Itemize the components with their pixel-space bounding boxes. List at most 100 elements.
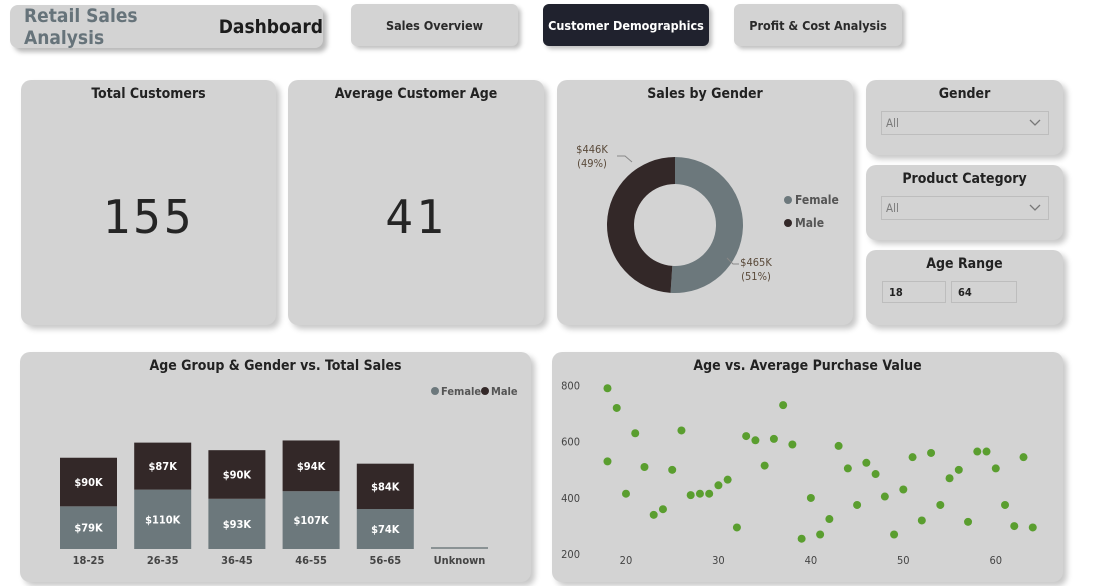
- scatter-point[interactable]: [1028, 523, 1037, 532]
- donut-slice-female[interactable]: [670, 157, 744, 293]
- x-tick-label: 56-65: [369, 554, 401, 567]
- scatter-point[interactable]: [806, 493, 815, 502]
- legend-female-label: Female: [795, 193, 839, 207]
- scatter-point[interactable]: [649, 510, 658, 519]
- scatter-point[interactable]: [732, 523, 741, 532]
- scatter-point[interactable]: [603, 457, 612, 466]
- bar-male-36-45[interactable]: [208, 450, 266, 499]
- scatter-point[interactable]: [917, 516, 926, 525]
- scatter-point[interactable]: [954, 465, 963, 474]
- scatter-point[interactable]: [936, 500, 945, 509]
- bar-male-46-55[interactable]: [282, 440, 340, 492]
- scatter-point[interactable]: [1001, 500, 1010, 509]
- scatter-point[interactable]: [890, 530, 899, 539]
- legend-male-label: Male: [795, 216, 824, 230]
- sales-by-gender-card: Sales by Gender $446K (49%) $465K (51%) …: [557, 80, 853, 325]
- scatter-point[interactable]: [686, 491, 695, 500]
- donut-slice-male[interactable]: [607, 157, 675, 293]
- scatter-point[interactable]: [945, 474, 954, 483]
- x-tick-label: 36-45: [221, 554, 253, 567]
- scatter-point[interactable]: [1019, 453, 1028, 462]
- x-tick-label: 60: [989, 554, 1002, 567]
- scatter-point[interactable]: [834, 441, 843, 450]
- product-category-dropdown-value: All: [886, 201, 899, 215]
- scatter-point[interactable]: [825, 515, 834, 524]
- scatter-point[interactable]: [788, 440, 797, 449]
- scatter-point[interactable]: [816, 530, 825, 539]
- scatter-point[interactable]: [779, 401, 788, 410]
- scatter-point[interactable]: [991, 464, 1000, 473]
- bar-label-male-36-45: $90K: [223, 468, 252, 481]
- product-category-dropdown[interactable]: All: [881, 196, 1049, 220]
- scatter-point[interactable]: [705, 489, 714, 498]
- product-category-filter-card: Product Category All: [866, 165, 1063, 240]
- total-customers-card: Total Customers 155: [21, 80, 276, 325]
- scatter-chart: 200 400 600 800 20 30 40 50 60: [561, 379, 1037, 567]
- bar-female-46-55[interactable]: [282, 491, 340, 549]
- tab-customer-demographics[interactable]: Customer Demographics: [543, 4, 709, 46]
- scatter-point[interactable]: [853, 500, 862, 509]
- y-tick-label: 800: [561, 379, 580, 392]
- scatter-point[interactable]: [668, 465, 677, 474]
- age-range-max-input[interactable]: 64: [951, 281, 1017, 303]
- scatter-point[interactable]: [871, 470, 880, 479]
- legend-female-marker: [784, 196, 792, 204]
- scatter-point[interactable]: [760, 461, 769, 470]
- bar-female-36-45[interactable]: [208, 498, 266, 549]
- tab-sales-overview[interactable]: Sales Overview: [351, 4, 518, 46]
- x-tick-label: 40: [805, 554, 818, 567]
- stacked-bar-chart: Female Male $79K $90K 18-25 $110K $87K 26-35 $…: [60, 385, 518, 567]
- scatter-point[interactable]: [843, 464, 852, 473]
- bar-female-56-65[interactable]: [356, 509, 414, 549]
- average-age-title: Average Customer Age: [334, 86, 498, 102]
- legend-male-marker: [784, 219, 792, 227]
- scatter-point[interactable]: [603, 384, 612, 393]
- scatter-point[interactable]: [640, 463, 649, 471]
- legend-male-marker: [481, 387, 489, 395]
- scatter-point[interactable]: [880, 492, 889, 501]
- age-range-min-input[interactable]: 18: [882, 281, 946, 303]
- gender-dropdown[interactable]: All: [881, 111, 1049, 135]
- scatter-point[interactable]: [964, 517, 973, 526]
- scatter-point[interactable]: [862, 458, 871, 467]
- scatter-point[interactable]: [927, 448, 936, 457]
- scatter-point[interactable]: [621, 489, 630, 498]
- scatter-point[interactable]: [742, 432, 751, 441]
- scatter-point[interactable]: [769, 434, 778, 443]
- scatter-point[interactable]: [973, 447, 982, 456]
- legend-male-label: Male: [491, 385, 518, 398]
- tab-profit-cost-analysis[interactable]: Profit & Cost Analysis: [734, 4, 902, 46]
- bar-label-male-18-25: $90K: [74, 476, 103, 489]
- scatter-point[interactable]: [677, 426, 686, 435]
- scatter-point[interactable]: [612, 403, 621, 412]
- title-part-2: Dashboard: [218, 15, 323, 38]
- female-slice-label: $465K: [740, 256, 772, 269]
- chevron-down-icon: [1029, 204, 1041, 211]
- scatter-point[interactable]: [797, 534, 806, 543]
- y-tick-label: 600: [561, 436, 580, 449]
- x-tick-label: 20: [620, 554, 633, 567]
- scatter-point[interactable]: [714, 481, 723, 490]
- bar-female-18-25[interactable]: [60, 506, 117, 549]
- female-leader-line: [726, 257, 739, 265]
- bar-female-Unknown[interactable]: [431, 547, 488, 549]
- scatter-point[interactable]: [751, 436, 760, 445]
- bar-female-26-35[interactable]: [134, 489, 192, 549]
- title-part-1: Retail Sales Analysis: [24, 4, 138, 49]
- scatter-point[interactable]: [631, 429, 640, 438]
- scatter-point[interactable]: [1010, 522, 1019, 531]
- bar-male-26-35[interactable]: [134, 442, 192, 490]
- product-category-filter-title: Product Category: [902, 171, 1027, 187]
- scatter-point[interactable]: [899, 485, 908, 494]
- bar-label-male-56-65: $84K: [371, 480, 400, 493]
- scatter-point[interactable]: [723, 475, 732, 484]
- scatter-point[interactable]: [982, 447, 991, 456]
- total-customers-value: 155: [102, 190, 195, 244]
- total-customers-title: Total Customers: [91, 86, 206, 102]
- x-tick-label: 18-25: [73, 554, 105, 567]
- bar-male-56-65[interactable]: [356, 463, 414, 510]
- scatter-point[interactable]: [908, 453, 917, 462]
- scatter-point[interactable]: [695, 489, 704, 498]
- scatter-point[interactable]: [658, 505, 667, 514]
- bar-male-18-25[interactable]: [60, 457, 117, 507]
